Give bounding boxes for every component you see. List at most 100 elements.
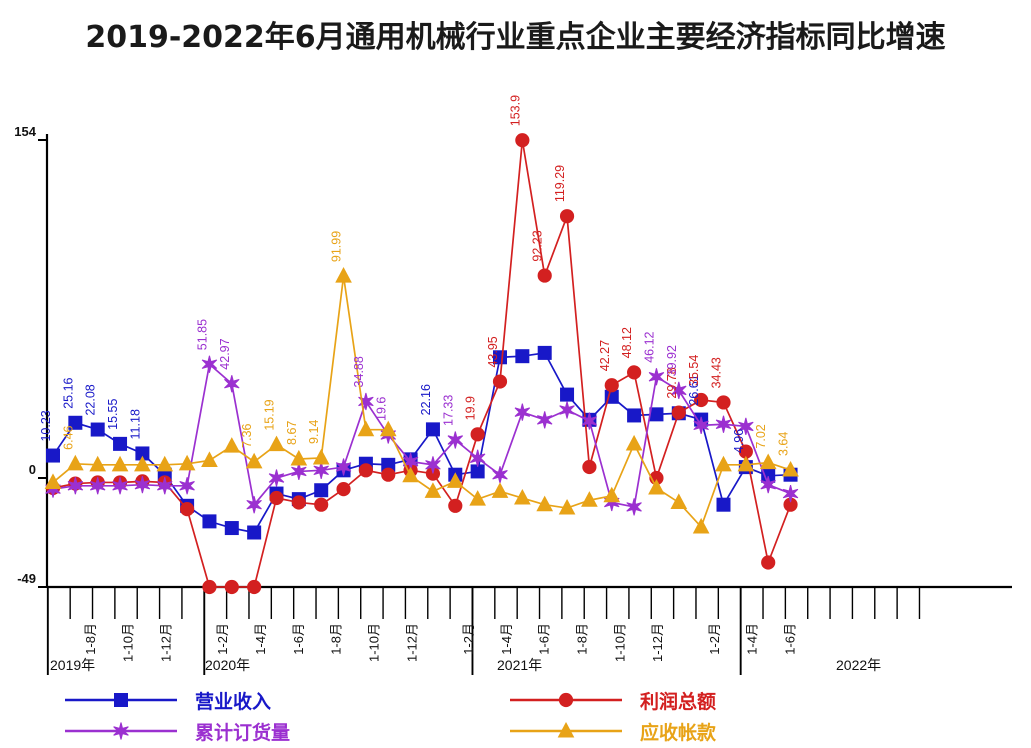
x-tick-label: 1-8月 bbox=[329, 623, 344, 655]
series-line-2 bbox=[52, 362, 791, 508]
marker-triangle bbox=[536, 495, 554, 512]
marker-star bbox=[268, 469, 285, 487]
marker-diamond bbox=[291, 495, 306, 510]
marker-diamond bbox=[224, 579, 239, 595]
marker-triangle bbox=[625, 434, 643, 451]
marker-triangle bbox=[111, 455, 129, 472]
marker-triangle bbox=[737, 455, 755, 472]
data-label: 6.46 bbox=[61, 425, 75, 449]
data-label: 22.16 bbox=[419, 384, 433, 415]
marker-star bbox=[648, 368, 665, 386]
data-label: 48.12 bbox=[620, 327, 634, 358]
data-label-group: 10.23 bbox=[39, 410, 53, 441]
marker-square bbox=[202, 514, 217, 529]
marker-star bbox=[67, 477, 84, 495]
marker-triangle bbox=[759, 453, 777, 470]
marker-diamond bbox=[694, 392, 709, 408]
data-label-group: 119.29 bbox=[553, 165, 567, 202]
x-tick-label: 1-8月 bbox=[83, 623, 98, 655]
data-label-group: 92.23 bbox=[531, 230, 545, 261]
marker-diamond bbox=[269, 490, 284, 506]
marker-star bbox=[782, 484, 799, 503]
marker-square bbox=[46, 448, 60, 463]
x-tick-label: 1-2月 bbox=[461, 623, 476, 655]
marker-star bbox=[45, 480, 61, 498]
x-tick-label-group: 1-6月 bbox=[783, 623, 798, 655]
marker-triangle bbox=[491, 482, 509, 498]
x-tick-label-group: 1-2月 bbox=[461, 623, 476, 655]
data-label: 43.95 bbox=[486, 336, 500, 367]
x-tick-label-group: 1-10月 bbox=[366, 623, 381, 662]
marker-diamond bbox=[202, 579, 217, 595]
data-label-group: 46.12 bbox=[642, 331, 656, 362]
x-tick-label-group: 1-12月 bbox=[404, 623, 419, 662]
marker-diamond bbox=[537, 268, 552, 283]
marker-star bbox=[671, 381, 687, 400]
marker-diamond bbox=[448, 498, 463, 513]
data-label: 15.19 bbox=[263, 399, 277, 430]
marker-star bbox=[112, 477, 128, 495]
legend-item-1[interactable]: 利润总额 bbox=[510, 690, 716, 713]
data-label-group: 26.61 bbox=[687, 374, 701, 405]
marker-star bbox=[201, 355, 218, 373]
marker-diamond bbox=[627, 365, 642, 380]
marker-star bbox=[113, 722, 129, 740]
data-label-group: 39.92 bbox=[665, 345, 679, 376]
legend-label: 营业收入 bbox=[195, 690, 271, 713]
marker-triangle bbox=[134, 455, 151, 472]
data-label-group: 22.16 bbox=[419, 384, 433, 415]
marker-triangle bbox=[670, 493, 688, 509]
data-label: 42.97 bbox=[218, 338, 232, 369]
marker-triangle bbox=[178, 454, 196, 471]
year-group-label-1: 2020年 bbox=[205, 657, 250, 673]
x-tick-label-group: 1-8月 bbox=[575, 623, 590, 655]
data-label-group: 43.95 bbox=[486, 336, 500, 367]
x-tick-label: 1-6月 bbox=[537, 623, 552, 655]
marker-diamond bbox=[336, 482, 351, 497]
marker-square bbox=[425, 422, 440, 437]
legend-item-2[interactable]: 累计订货量 bbox=[65, 721, 290, 744]
x-tick-label-group: 1-10月 bbox=[121, 623, 136, 662]
series-line-0 bbox=[52, 351, 791, 534]
marker-square bbox=[537, 345, 552, 360]
x-tick-label: 1-12月 bbox=[404, 623, 419, 662]
marker-star bbox=[179, 477, 195, 495]
x-tick-label: 1-6月 bbox=[291, 623, 306, 655]
marker-star bbox=[157, 477, 173, 495]
marker-triangle bbox=[469, 490, 486, 506]
data-label-group: 91.99 bbox=[330, 231, 344, 262]
data-label-group: 7.36 bbox=[240, 423, 254, 447]
x-tick-label-group: 1-2月 bbox=[215, 623, 230, 655]
marker-triangle bbox=[648, 478, 665, 495]
data-label: 153.9 bbox=[508, 95, 522, 126]
legend-item-0[interactable]: 营业收入 bbox=[65, 690, 271, 713]
data-label: 3.64 bbox=[777, 432, 791, 456]
marker-triangle bbox=[581, 491, 598, 507]
x-tick-label: 1-12月 bbox=[650, 623, 665, 662]
data-label-group: 19.6 bbox=[374, 397, 388, 421]
marker-square bbox=[114, 693, 128, 707]
marker-star bbox=[425, 456, 441, 474]
marker-diamond bbox=[604, 378, 619, 393]
x-tick-label-group: 1-8月 bbox=[329, 623, 344, 655]
legend-item-3[interactable]: 应收帐款 bbox=[510, 721, 717, 744]
marker-triangle bbox=[557, 721, 575, 738]
x-tick-label: 1-10月 bbox=[612, 623, 627, 662]
data-label: 17.33 bbox=[441, 395, 455, 426]
marker-diamond bbox=[180, 502, 195, 517]
x-tick-label-group: 1-6月 bbox=[291, 623, 306, 655]
marker-triangle bbox=[201, 451, 218, 467]
marker-star bbox=[335, 458, 352, 476]
marker-star bbox=[134, 476, 151, 494]
x-tick-label: 1-4月 bbox=[745, 623, 760, 655]
marker-diamond bbox=[559, 209, 575, 224]
data-label: 39.92 bbox=[665, 345, 679, 376]
year-group-label-3: 2022年 bbox=[836, 657, 881, 673]
marker-triangle bbox=[446, 472, 464, 488]
data-label-group: 22.08 bbox=[84, 384, 98, 415]
x-tick-label: 1-2月 bbox=[707, 623, 722, 655]
marker-diamond bbox=[558, 692, 574, 708]
marker-square bbox=[627, 408, 642, 423]
data-label-group: 153.9 bbox=[508, 95, 522, 126]
